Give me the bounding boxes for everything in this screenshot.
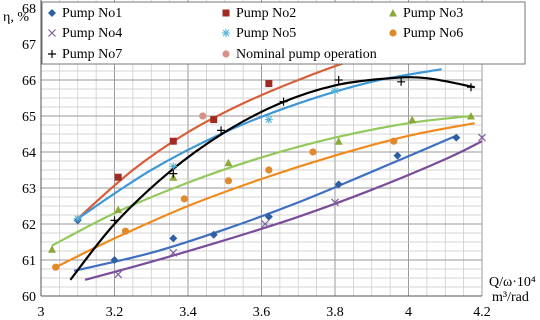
legend-marker [222,9,230,17]
legend-marker [48,9,56,17]
data-point [264,115,273,124]
data-point [169,162,178,171]
x-axis-label-line2: m³/rad [492,290,529,305]
data-point [114,173,122,181]
x-tick-label: 4 [405,305,412,320]
data-point [169,137,177,145]
legend-marker [48,29,56,37]
data-point [210,116,218,124]
data-point [261,220,270,228]
data-point [478,133,486,142]
x-axis-label-line1: Q/ω·10⁴ [489,275,536,290]
x-tick-labels: 3 3.2 3.4 3.6 3.8 4 4.2 [38,305,491,320]
y-tick-label: 67 [22,38,36,53]
data-point [48,245,57,253]
data-point [334,180,343,189]
data-point [397,77,406,86]
y-tick-label: 60 [22,290,36,305]
data-point [279,97,288,106]
data-point [466,83,475,92]
legend-label: Pump No1 [62,6,122,21]
data-point [334,76,343,84]
legend-label: Pump No4 [62,26,122,41]
y-tick-labels: 60 61 62 63 64 65 66 67 68 [22,2,36,305]
data-points [48,40,486,279]
x-tick-label: 3 [38,305,45,320]
legend-label: Pump No6 [403,26,463,41]
data-point [180,195,188,203]
y-tick-label: 66 [22,74,36,89]
data-point [334,137,343,145]
data-point [169,248,178,257]
trend-line [69,76,475,281]
data-point [199,112,207,120]
data-point [393,151,402,160]
y-tick-label: 62 [22,218,36,233]
data-point [331,198,339,207]
data-point [309,148,317,156]
data-point [217,126,226,135]
y-tick-label: 68 [22,2,36,17]
x-tick-label: 3.6 [253,305,271,320]
data-point [121,227,130,235]
legend-label: Pump No3 [403,6,463,21]
y-tick-label: 65 [22,110,36,125]
trend-line [51,114,472,247]
data-point [466,112,475,120]
trend-line [55,122,475,269]
data-point [452,133,461,142]
x-tick-label: 4.2 [473,305,491,320]
data-point [265,166,273,174]
x-tick-label: 3.8 [326,305,344,320]
data-point [224,177,233,185]
data-point [114,270,123,279]
data-point [264,212,273,221]
legend-box [41,1,526,65]
y-tick-label: 61 [22,254,36,269]
data-point [110,216,119,225]
axes [40,0,482,297]
data-point [390,137,398,145]
legend-marker [389,29,397,37]
data-point [169,234,178,243]
data-point [110,256,119,264]
data-point [169,169,178,178]
data-point [73,214,82,223]
data-point [331,86,339,95]
legend-label: Pump No5 [236,26,296,41]
y-tick-label: 63 [22,182,36,197]
legend-marker [48,50,56,58]
y-axis-label: η, % [3,10,29,25]
legend-label: Pump No7 [62,47,122,62]
data-point [52,263,60,271]
x-tick-label: 3.4 [179,305,197,320]
legend-label: Pump No2 [236,6,296,21]
legend-marker [389,9,397,17]
legend: Pump No1 Pump No2 Pump No3 Pump No4 Pump No5… [41,1,526,65]
trend-lines [51,42,483,281]
data-point [224,158,233,167]
x-tick-label: 3.2 [106,305,124,320]
legend-label: Nominal pump operation [236,47,377,62]
trend-line [73,134,457,272]
data-point [265,80,273,88]
y-tick-label: 64 [22,146,36,161]
data-point [209,230,218,239]
trend-line [77,68,442,220]
trend-line [84,140,483,281]
data-point [114,205,123,214]
legend-marker [222,50,230,58]
legend-marker [222,29,230,37]
data-point [408,115,417,124]
